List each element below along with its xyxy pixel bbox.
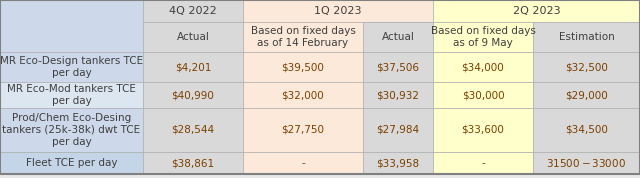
Text: $30,932: $30,932 [376, 90, 419, 100]
Text: $28,544: $28,544 [172, 125, 214, 135]
Text: $38,861: $38,861 [172, 158, 214, 168]
Text: $37,506: $37,506 [376, 62, 419, 72]
Bar [533, 152, 640, 174]
Text: Prod/Chem Eco-Desing
tankers (25k-38k) dwt TCE
per day: Prod/Chem Eco-Desing tankers (25k-38k) d… [3, 113, 141, 147]
Bar [0, 0, 143, 52]
Text: -: - [301, 158, 305, 168]
Bar [243, 0, 433, 22]
Bar [433, 22, 533, 52]
Bar [433, 52, 533, 82]
Bar [243, 82, 363, 108]
Text: $27,750: $27,750 [282, 125, 324, 135]
Bar [0, 108, 143, 152]
Bar [433, 108, 533, 152]
Bar [433, 0, 640, 22]
Bar [363, 108, 433, 152]
Bar [363, 52, 433, 82]
Bar [243, 22, 363, 52]
Text: -: - [481, 158, 485, 168]
Bar [0, 82, 143, 108]
Bar [143, 22, 243, 52]
Bar [143, 82, 243, 108]
Text: Actual: Actual [381, 32, 415, 42]
Bar [363, 22, 433, 52]
Bar [433, 82, 533, 108]
Bar [143, 0, 243, 22]
Bar [143, 152, 243, 174]
Text: $40,990: $40,990 [172, 90, 214, 100]
Text: $4,201: $4,201 [175, 62, 211, 72]
Text: $34,500: $34,500 [565, 125, 608, 135]
Text: Estimation: Estimation [559, 32, 614, 42]
Bar [0, 52, 143, 82]
Bar [363, 82, 433, 108]
Text: $32,500: $32,500 [565, 62, 608, 72]
Text: MR Eco-Mod tankers TCE
per day: MR Eco-Mod tankers TCE per day [7, 84, 136, 106]
Text: Based on fixed days
as of 9 May: Based on fixed days as of 9 May [431, 26, 536, 48]
Text: $32,000: $32,000 [282, 90, 324, 100]
Text: $33,958: $33,958 [376, 158, 420, 168]
Bar [243, 52, 363, 82]
Bar [243, 152, 363, 174]
Text: $31500 - $33000: $31500 - $33000 [547, 157, 627, 169]
Text: Fleet TCE per day: Fleet TCE per day [26, 158, 117, 168]
Text: $39,500: $39,500 [282, 62, 324, 72]
Text: 1Q 2023: 1Q 2023 [314, 6, 362, 16]
Text: 2Q 2023: 2Q 2023 [513, 6, 560, 16]
Text: Based on fixed days
as of 14 February: Based on fixed days as of 14 February [251, 26, 355, 48]
Bar [143, 52, 243, 82]
Bar [0, 152, 143, 174]
Text: $30,000: $30,000 [461, 90, 504, 100]
Bar [533, 52, 640, 82]
Bar [533, 22, 640, 52]
Text: MR Eco-Design tankers TCE
per day: MR Eco-Design tankers TCE per day [0, 56, 143, 78]
Text: $27,984: $27,984 [376, 125, 420, 135]
Bar [533, 82, 640, 108]
Bar [363, 152, 433, 174]
Text: Actual: Actual [177, 32, 209, 42]
Bar [433, 152, 533, 174]
Text: $34,000: $34,000 [461, 62, 504, 72]
Text: 4Q 2022: 4Q 2022 [169, 6, 217, 16]
Text: $33,600: $33,600 [461, 125, 504, 135]
Bar [243, 108, 363, 152]
Text: $29,000: $29,000 [565, 90, 608, 100]
Bar [533, 108, 640, 152]
Bar [143, 108, 243, 152]
